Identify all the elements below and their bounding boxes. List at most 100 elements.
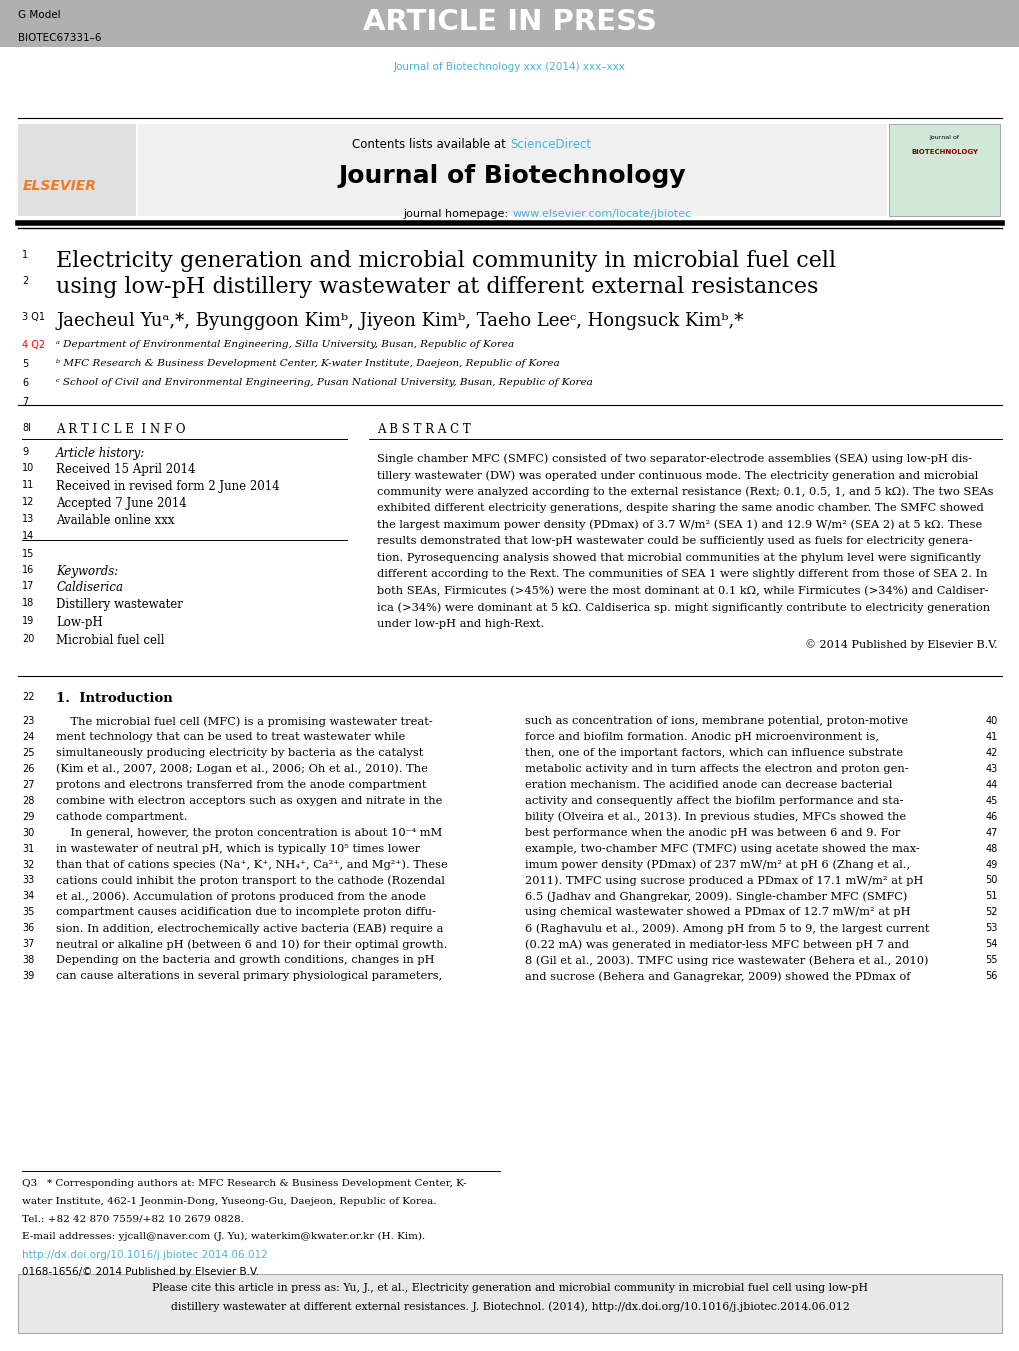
Text: 23: 23 [22,716,35,725]
Text: 47: 47 [984,828,997,838]
Text: Distillery wastewater: Distillery wastewater [56,598,182,612]
Text: 5: 5 [22,359,29,369]
Text: Journal of: Journal of [928,135,959,141]
Text: 42: 42 [984,748,997,758]
Text: 6: 6 [22,378,29,388]
Text: results demonstrated that low-pH wastewater could be sufficiently used as fuels : results demonstrated that low-pH wastewa… [377,536,972,546]
Text: combine with electron acceptors such as oxygen and nitrate in the: combine with electron acceptors such as … [56,796,442,805]
Text: Available online xxx: Available online xxx [56,513,174,527]
Text: then, one of the important factors, which can influence substrate: then, one of the important factors, whic… [525,748,903,758]
Text: Contents lists available at: Contents lists available at [352,138,510,151]
Text: simultaneously producing electricity by bacteria as the catalyst: simultaneously producing electricity by … [56,748,423,758]
Text: cathode compartment.: cathode compartment. [56,812,187,821]
Text: ScienceDirect: ScienceDirect [510,138,591,151]
Text: Depending on the bacteria and growth conditions, changes in pH: Depending on the bacteria and growth con… [56,955,434,965]
Text: http://dx.doi.org/10.1016/j.jbiotec.2014.06.012: http://dx.doi.org/10.1016/j.jbiotec.2014… [22,1250,268,1259]
Text: (Kim et al., 2007, 2008; Logan et al., 2006; Oh et al., 2010). The: (Kim et al., 2007, 2008; Logan et al., 2… [56,763,428,774]
Text: imum power density (PDmax) of 237 mW/m² at pH 6 (Zhang et al.,: imum power density (PDmax) of 237 mW/m² … [525,859,910,870]
Text: community were analyzed according to the external resistance (Rext; 0.1, 0.5, 1,: community were analyzed according to the… [377,486,993,497]
Text: 4 Q2: 4 Q2 [22,340,46,350]
Text: distillery wastewater at different external resistances. J. Biotechnol. (2014), : distillery wastewater at different exter… [170,1301,849,1312]
Text: 1.  Introduction: 1. Introduction [56,692,172,705]
Text: and sucrose (Behera and Ganagrekar, 2009) showed the PDmax of: and sucrose (Behera and Ganagrekar, 2009… [525,971,910,982]
Text: ᵃ Department of Environmental Engineering, Silla University, Busan, Republic of : ᵃ Department of Environmental Engineerin… [56,340,514,350]
Text: 15: 15 [22,549,35,558]
Text: 0168-1656/© 2014 Published by Elsevier B.V.: 0168-1656/© 2014 Published by Elsevier B… [22,1267,259,1277]
Text: using chemical wastewater showed a PDmax of 12.7 mW/m² at pH: using chemical wastewater showed a PDmax… [525,908,910,917]
Text: 44: 44 [984,780,997,790]
Text: 6.5 (Jadhav and Ghangrekar, 2009). Single-chamber MFC (SMFC): 6.5 (Jadhav and Ghangrekar, 2009). Singl… [525,892,907,902]
Text: under low-pH and high-Rext.: under low-pH and high-Rext. [377,619,544,628]
Text: water Institute, 462-1 Jeonmin-Dong, Yuseong-Gu, Daejeon, Republic of Korea.: water Institute, 462-1 Jeonmin-Dong, Yus… [22,1197,436,1206]
Text: 29: 29 [22,812,35,821]
Text: exhibited different electricity generations, despite sharing the same anodic cha: exhibited different electricity generati… [377,504,983,513]
Text: 8 (Gil et al., 2003). TMFC using rice wastewater (Behera et al., 2010): 8 (Gil et al., 2003). TMFC using rice wa… [525,955,928,966]
Text: cations could inhibit the proton transport to the cathode (Rozendal: cations could inhibit the proton transpo… [56,875,444,886]
Bar [18,124,136,216]
Text: 34: 34 [22,892,35,901]
Text: E-mail addresses: yjcall@naver.com (J. Yu), waterkim@kwater.or.kr (H. Kim).: E-mail addresses: yjcall@naver.com (J. Y… [22,1232,425,1242]
Text: 51: 51 [984,892,997,901]
Text: compartment causes acidification due to incomplete proton diffu-: compartment causes acidification due to … [56,908,435,917]
Text: neutral or alkaline pH (between 6 and 10) for their optimal growth.: neutral or alkaline pH (between 6 and 10… [56,939,447,950]
Text: 31: 31 [22,843,35,854]
Text: 54: 54 [984,939,997,950]
Bar [138,124,887,216]
Text: In general, however, the proton concentration is about 10⁻⁴ mM: In general, however, the proton concentr… [56,828,442,838]
Text: 33: 33 [22,875,35,885]
Text: G Model: G Model [18,11,61,20]
Text: BIOTEC67331–6: BIOTEC67331–6 [18,32,102,43]
Text: Accepted 7 June 2014: Accepted 7 June 2014 [56,497,186,511]
Bar [0,0,1019,47]
Text: 2011). TMFC using sucrose produced a PDmax of 17.1 mW/m² at pH: 2011). TMFC using sucrose produced a PDm… [525,875,923,886]
Text: 20: 20 [22,634,35,643]
Text: 3 Q1: 3 Q1 [22,312,46,322]
Text: sion. In addition, electrochemically active bacteria (EAB) require a: sion. In addition, electrochemically act… [56,923,443,934]
Text: can cause alterations in several primary physiological parameters,: can cause alterations in several primary… [56,971,442,981]
Text: 35: 35 [22,908,35,917]
Text: Received in revised form 2 June 2014: Received in revised form 2 June 2014 [56,480,279,493]
Text: in wastewater of neutral pH, which is typically 10⁵ times lower: in wastewater of neutral pH, which is ty… [56,843,420,854]
Text: Please cite this article in press as: Yu, J., et al., Electricity generation and: Please cite this article in press as: Yu… [152,1283,867,1293]
Bar [889,124,999,216]
Text: Jaecheul Yuᵃ,*, Byunggoon Kimᵇ, Jiyeon Kimᵇ, Taeho Leeᶜ, Hongsuck Kimᵇ,*: Jaecheul Yuᵃ,*, Byunggoon Kimᵇ, Jiyeon K… [56,312,743,330]
Text: 37: 37 [22,939,35,950]
Bar [18,1274,1001,1333]
Text: 30: 30 [22,828,35,838]
Text: www.elsevier.com/locate/jbiotec: www.elsevier.com/locate/jbiotec [512,209,691,219]
Text: activity and consequently affect the biofilm performance and sta-: activity and consequently affect the bio… [525,796,903,805]
Text: 36: 36 [22,923,35,934]
Text: 56: 56 [984,971,997,981]
Text: ment technology that can be used to treat wastewater while: ment technology that can be used to trea… [56,732,405,742]
Text: 9: 9 [22,447,29,457]
Text: 1: 1 [22,250,29,259]
Text: 38: 38 [22,955,35,965]
Text: et al., 2006). Accumulation of protons produced from the anode: et al., 2006). Accumulation of protons p… [56,892,426,902]
Text: 18: 18 [22,598,35,608]
Text: ARTICLE IN PRESS: ARTICLE IN PRESS [363,8,656,35]
Text: tillery wastewater (DW) was operated under continuous mode. The electricity gene: tillery wastewater (DW) was operated und… [377,470,977,481]
Text: tion. Pyrosequencing analysis showed that microbial communities at the phylum le: tion. Pyrosequencing analysis showed tha… [377,553,980,563]
Text: Article history:: Article history: [56,447,146,461]
Text: 2: 2 [22,276,29,285]
Text: 28: 28 [22,796,35,805]
Text: Journal of Biotechnology xxx (2014) xxx–xxx: Journal of Biotechnology xxx (2014) xxx–… [393,62,626,72]
Text: Keywords:: Keywords: [56,565,118,578]
Text: 52: 52 [984,908,997,917]
Text: Low-pH: Low-pH [56,616,103,630]
Text: BIOTECHNOLOGY: BIOTECHNOLOGY [910,149,977,154]
Text: ELSEVIER: ELSEVIER [22,180,96,193]
Text: 39: 39 [22,971,35,981]
Text: such as concentration of ions, membrane potential, proton-motive: such as concentration of ions, membrane … [525,716,908,725]
Text: Q3   * Corresponding authors at: MFC Research & Business Development Center, K-: Q3 * Corresponding authors at: MFC Resea… [22,1179,467,1189]
Text: A B S T R A C T: A B S T R A C T [377,423,471,436]
Text: 45: 45 [984,796,997,805]
Text: 11: 11 [22,480,35,490]
Text: eration mechanism. The acidified anode can decrease bacterial: eration mechanism. The acidified anode c… [525,780,892,790]
Text: than that of cations species (Na⁺, K⁺, NH₄⁺, Ca²⁺, and Mg²⁺). These: than that of cations species (Na⁺, K⁺, N… [56,859,447,870]
Text: both SEAs, Firmicutes (>45%) were the most dominant at 0.1 kΩ, while Firmicutes : both SEAs, Firmicutes (>45%) were the mo… [377,586,988,596]
Text: bility (Olveira et al., 2013). In previous studies, MFCs showed the: bility (Olveira et al., 2013). In previo… [525,812,906,823]
Text: 24: 24 [22,732,35,742]
Text: Electricity generation and microbial community in microbial fuel cell: Electricity generation and microbial com… [56,250,836,272]
Text: 14: 14 [22,531,35,540]
